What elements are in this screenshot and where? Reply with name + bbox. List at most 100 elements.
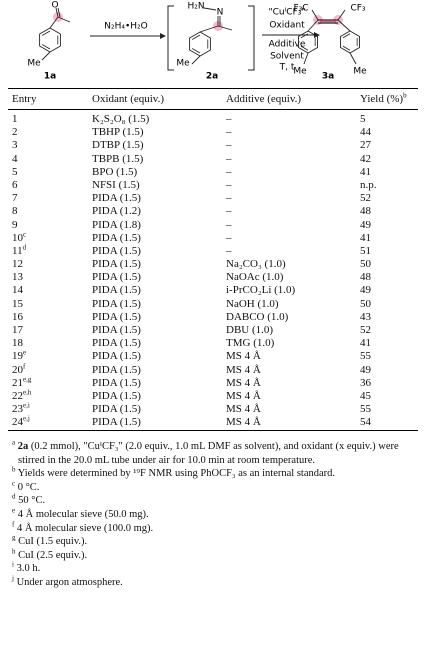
entry: 19 xyxy=(12,350,23,363)
oxidant-cell: PIDA (1.5) xyxy=(92,376,141,389)
yield-cell: 49 xyxy=(360,284,371,297)
table-row: 21e,g PIDA (1.5) MS 4 Å 36 xyxy=(8,375,418,390)
footnote: c 0 °C. xyxy=(8,480,418,495)
scheme-text: Me xyxy=(293,67,307,77)
oxidant-cell: PIDA (1.5) xyxy=(92,350,141,363)
additive-cell: i-PrCO₂Li (1.0) xyxy=(226,284,296,297)
table-row: 15 PIDA (1.5) NaOH (1.0) 50 xyxy=(8,298,418,311)
scheme-text: CF₃ xyxy=(350,4,365,14)
note-mark: c xyxy=(23,230,27,239)
note-mark: h xyxy=(12,547,16,556)
yield-cell: n.p. xyxy=(360,178,377,191)
scheme-text: Oxidant xyxy=(269,21,305,31)
note-mark: e,j xyxy=(23,414,30,423)
footnote-text: (0.2 mmol), "CuᴵCF₃" (2.0 equiv., 1.0 mL… xyxy=(18,441,399,466)
footnote-text: Under argon atmosphere. xyxy=(16,576,123,588)
entry: 9 xyxy=(12,218,18,231)
yield-cell: 50 xyxy=(360,297,371,310)
scheme-text: N xyxy=(217,8,224,18)
yield-cell: 43 xyxy=(360,310,371,323)
footnote-text: CuI (1.5 equiv.). xyxy=(18,536,88,548)
table-row: 17 PIDA (1.5) DBU (1.0) 52 xyxy=(8,324,418,337)
scheme-text: T, t xyxy=(279,63,295,73)
entry-cell: 20f xyxy=(8,362,92,377)
entry: 11 xyxy=(12,244,23,257)
note-mark: e xyxy=(12,506,16,515)
note-mark: d xyxy=(22,243,27,252)
oxidant-cell: PIDA (1.5) xyxy=(92,324,141,336)
table-row: 22e,h PIDA (1.5) MS 4 Å 45 xyxy=(8,388,418,403)
additive-cell: DABCO (1.0) xyxy=(226,310,289,323)
entry-cell: 3 xyxy=(8,139,92,152)
bond xyxy=(307,19,319,32)
yield-cell: 41 xyxy=(360,337,371,350)
yield-cell: 5 xyxy=(360,113,366,125)
footnote: d 50 °C. xyxy=(8,492,418,508)
entry: 10 xyxy=(12,231,23,244)
table-row: 19e PIDA (1.5) MS 4 Å 55 xyxy=(8,349,418,363)
oxidant-cell: PIDA (1.2) xyxy=(92,205,141,218)
entry: 17 xyxy=(12,324,23,336)
footnotes: a 2a (0.2 mmol), "CuᴵCF₃" (2.0 equiv., 1… xyxy=(8,438,418,590)
footnote-text: 3.0 h. xyxy=(16,563,41,575)
footnote: e 4 Å molecular sieve (50.0 mg). xyxy=(8,506,418,522)
bond xyxy=(199,25,219,33)
bond xyxy=(57,16,71,23)
footnote-text: 50 °C. xyxy=(18,495,46,507)
entry: 1 xyxy=(12,113,18,125)
entry-cell: 2 xyxy=(8,126,92,139)
note-mark: e,g xyxy=(23,375,32,384)
oxidant-cell: PIDA (1.5) xyxy=(92,297,141,310)
table-row: 3 DTBP (1.5) – 27 xyxy=(8,139,418,152)
entry-cell: 19e xyxy=(8,349,92,363)
entry: 23 xyxy=(12,403,23,416)
table-row: 10c PIDA (1.5) –41 xyxy=(8,230,418,245)
note-mark: e,h xyxy=(23,388,32,397)
entry: 21 xyxy=(12,376,23,389)
additive-cell: MS 4 Å xyxy=(226,363,261,376)
note-mark: d xyxy=(12,492,16,501)
footnote: h CuI (2.5 equiv.). xyxy=(8,547,418,563)
benzene-ring xyxy=(340,30,360,54)
footnote: i 3.0 h. xyxy=(8,561,418,576)
entry: 20 xyxy=(12,363,23,376)
scheme-text: O xyxy=(51,1,58,11)
yield-cell: 42 xyxy=(360,152,371,165)
scheme-text: Me xyxy=(27,59,41,69)
additive-cell: – xyxy=(226,113,232,125)
yield-cell: 51 xyxy=(360,244,371,257)
bond xyxy=(41,51,51,61)
bond xyxy=(203,7,217,11)
additive-cell: – xyxy=(226,126,232,139)
oxidant-cell: PIDA (1.5) xyxy=(92,416,141,429)
entry: 6 xyxy=(12,178,18,191)
header-cell: Oxidant (equiv.) xyxy=(92,93,164,105)
yield-cell: 27 xyxy=(360,139,371,152)
entry-cell: 12 xyxy=(8,258,92,271)
bond xyxy=(300,33,309,39)
bond xyxy=(337,9,346,21)
scheme-text: Solvent xyxy=(270,52,304,62)
note-mark: f xyxy=(12,520,15,529)
table-row: 18 PIDA (1.5) TMG (1.0) 41 xyxy=(8,337,418,350)
entry-cell: 16 xyxy=(8,311,92,324)
reaction-scheme: OMe1aN₂H₄•H₂ONH₂NMe2a"CuᴵCF₃"OxidantAddi… xyxy=(27,1,367,82)
oxidant-cell: PIDA (1.5) xyxy=(92,271,141,284)
note-mark: a xyxy=(12,438,16,447)
additive-cell: MS 4 Å xyxy=(226,403,261,416)
footnote-text: 4 Å molecular sieve (100.0 mg). xyxy=(16,522,154,534)
yield-cell: 49 xyxy=(360,363,371,376)
header-cell: Entry xyxy=(12,93,37,105)
entry: 7 xyxy=(12,192,18,205)
bond xyxy=(55,7,59,18)
bond xyxy=(300,45,309,51)
bond xyxy=(191,55,201,65)
oxidant-cell: TBHP (1.5) xyxy=(92,126,144,139)
footnote: f 4 Å molecular sieve (100.0 mg). xyxy=(8,520,418,536)
footnote: j Under argon atmosphere. xyxy=(8,575,418,590)
oxidant-cell: PIDA (1.5) xyxy=(92,403,141,416)
footnote-text: Yields were determined by ¹⁹F NMR using … xyxy=(17,468,336,480)
scheme-text: Me xyxy=(176,59,190,69)
footnote-text: 0 °C. xyxy=(17,481,40,493)
